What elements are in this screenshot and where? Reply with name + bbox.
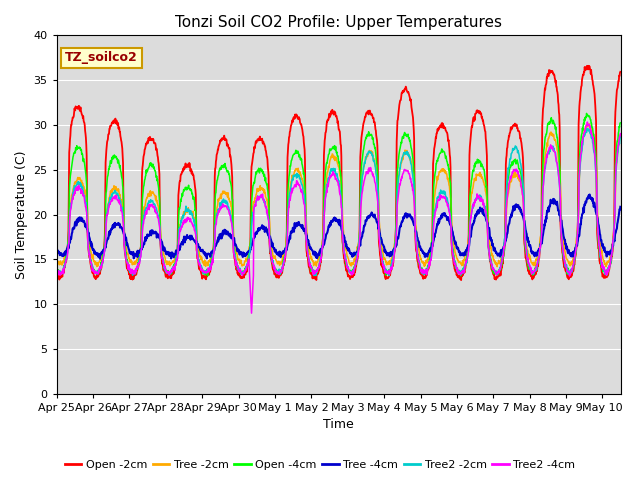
Tree -4cm — [53, 244, 61, 250]
Tree -2cm — [154, 203, 162, 208]
Tree2 -4cm — [164, 269, 172, 275]
Line: Open -4cm: Open -4cm — [57, 113, 620, 276]
Tree -2cm — [542, 149, 550, 155]
Tree2 -4cm — [53, 265, 61, 271]
Line: Tree -2cm: Tree -2cm — [57, 124, 620, 267]
Tree2 -2cm — [385, 273, 393, 278]
Tree -2cm — [164, 260, 172, 265]
Line: Tree2 -4cm: Tree2 -4cm — [57, 122, 620, 313]
Tree2 -2cm — [479, 201, 487, 207]
Tree -2cm — [493, 264, 501, 270]
Tree2 -4cm — [216, 209, 223, 215]
Open -4cm — [53, 264, 61, 270]
Open -4cm — [583, 110, 591, 116]
Tree -4cm — [616, 204, 624, 210]
Tree2 -2cm — [216, 206, 223, 212]
Open -4cm — [164, 270, 172, 276]
Open -2cm — [267, 249, 275, 254]
Tree2 -2cm — [53, 266, 61, 272]
Y-axis label: Soil Temperature (C): Soil Temperature (C) — [15, 150, 28, 279]
Tree2 -2cm — [154, 212, 162, 218]
Open -4cm — [204, 273, 211, 279]
Line: Tree -4cm: Tree -4cm — [57, 194, 620, 259]
Tree2 -4cm — [616, 131, 624, 136]
Tree -2cm — [616, 132, 624, 137]
Tree -2cm — [216, 195, 223, 201]
Open -4cm — [479, 167, 487, 172]
Tree2 -4cm — [584, 119, 591, 125]
Tree -4cm — [586, 192, 593, 197]
Tree -4cm — [479, 209, 487, 215]
Line: Open -2cm: Open -2cm — [57, 66, 620, 280]
Open -2cm — [616, 69, 624, 75]
Tree2 -4cm — [248, 310, 255, 316]
Open -2cm — [458, 277, 465, 283]
Tree -2cm — [479, 177, 487, 183]
Tree -4cm — [154, 231, 162, 237]
Tree -2cm — [584, 121, 592, 127]
Tree -4cm — [542, 214, 550, 220]
Open -2cm — [542, 82, 550, 87]
Text: TZ_soilco2: TZ_soilco2 — [65, 51, 138, 64]
Open -2cm — [216, 142, 223, 147]
Tree2 -4cm — [479, 200, 487, 206]
Line: Tree2 -2cm: Tree2 -2cm — [57, 128, 620, 276]
Tree2 -2cm — [616, 134, 624, 140]
Tree2 -4cm — [542, 160, 550, 166]
Tree -2cm — [267, 235, 275, 241]
Open -4cm — [154, 180, 162, 186]
Open -2cm — [584, 63, 592, 69]
Open -4cm — [216, 166, 223, 172]
Open -2cm — [53, 269, 61, 275]
Open -2cm — [479, 121, 487, 127]
Tree2 -4cm — [267, 251, 275, 256]
Tree -4cm — [96, 256, 104, 262]
Tree -4cm — [216, 231, 223, 237]
Tree -4cm — [165, 253, 173, 259]
Tree2 -4cm — [154, 214, 162, 220]
Open -4cm — [616, 120, 624, 126]
Tree -4cm — [267, 237, 275, 242]
Tree2 -2cm — [584, 125, 591, 131]
Tree2 -2cm — [267, 250, 275, 255]
Open -2cm — [164, 273, 172, 279]
Open -4cm — [267, 248, 275, 253]
Tree2 -2cm — [542, 160, 550, 166]
Title: Tonzi Soil CO2 Profile: Upper Temperatures: Tonzi Soil CO2 Profile: Upper Temperatur… — [175, 15, 502, 30]
Open -4cm — [542, 132, 550, 137]
Legend: Open -2cm, Tree -2cm, Open -4cm, Tree -4cm, Tree2 -2cm, Tree2 -4cm: Open -2cm, Tree -2cm, Open -4cm, Tree -4… — [60, 456, 580, 474]
Tree -2cm — [53, 257, 61, 263]
Tree2 -2cm — [164, 270, 172, 276]
Open -2cm — [154, 155, 162, 160]
X-axis label: Time: Time — [323, 419, 354, 432]
